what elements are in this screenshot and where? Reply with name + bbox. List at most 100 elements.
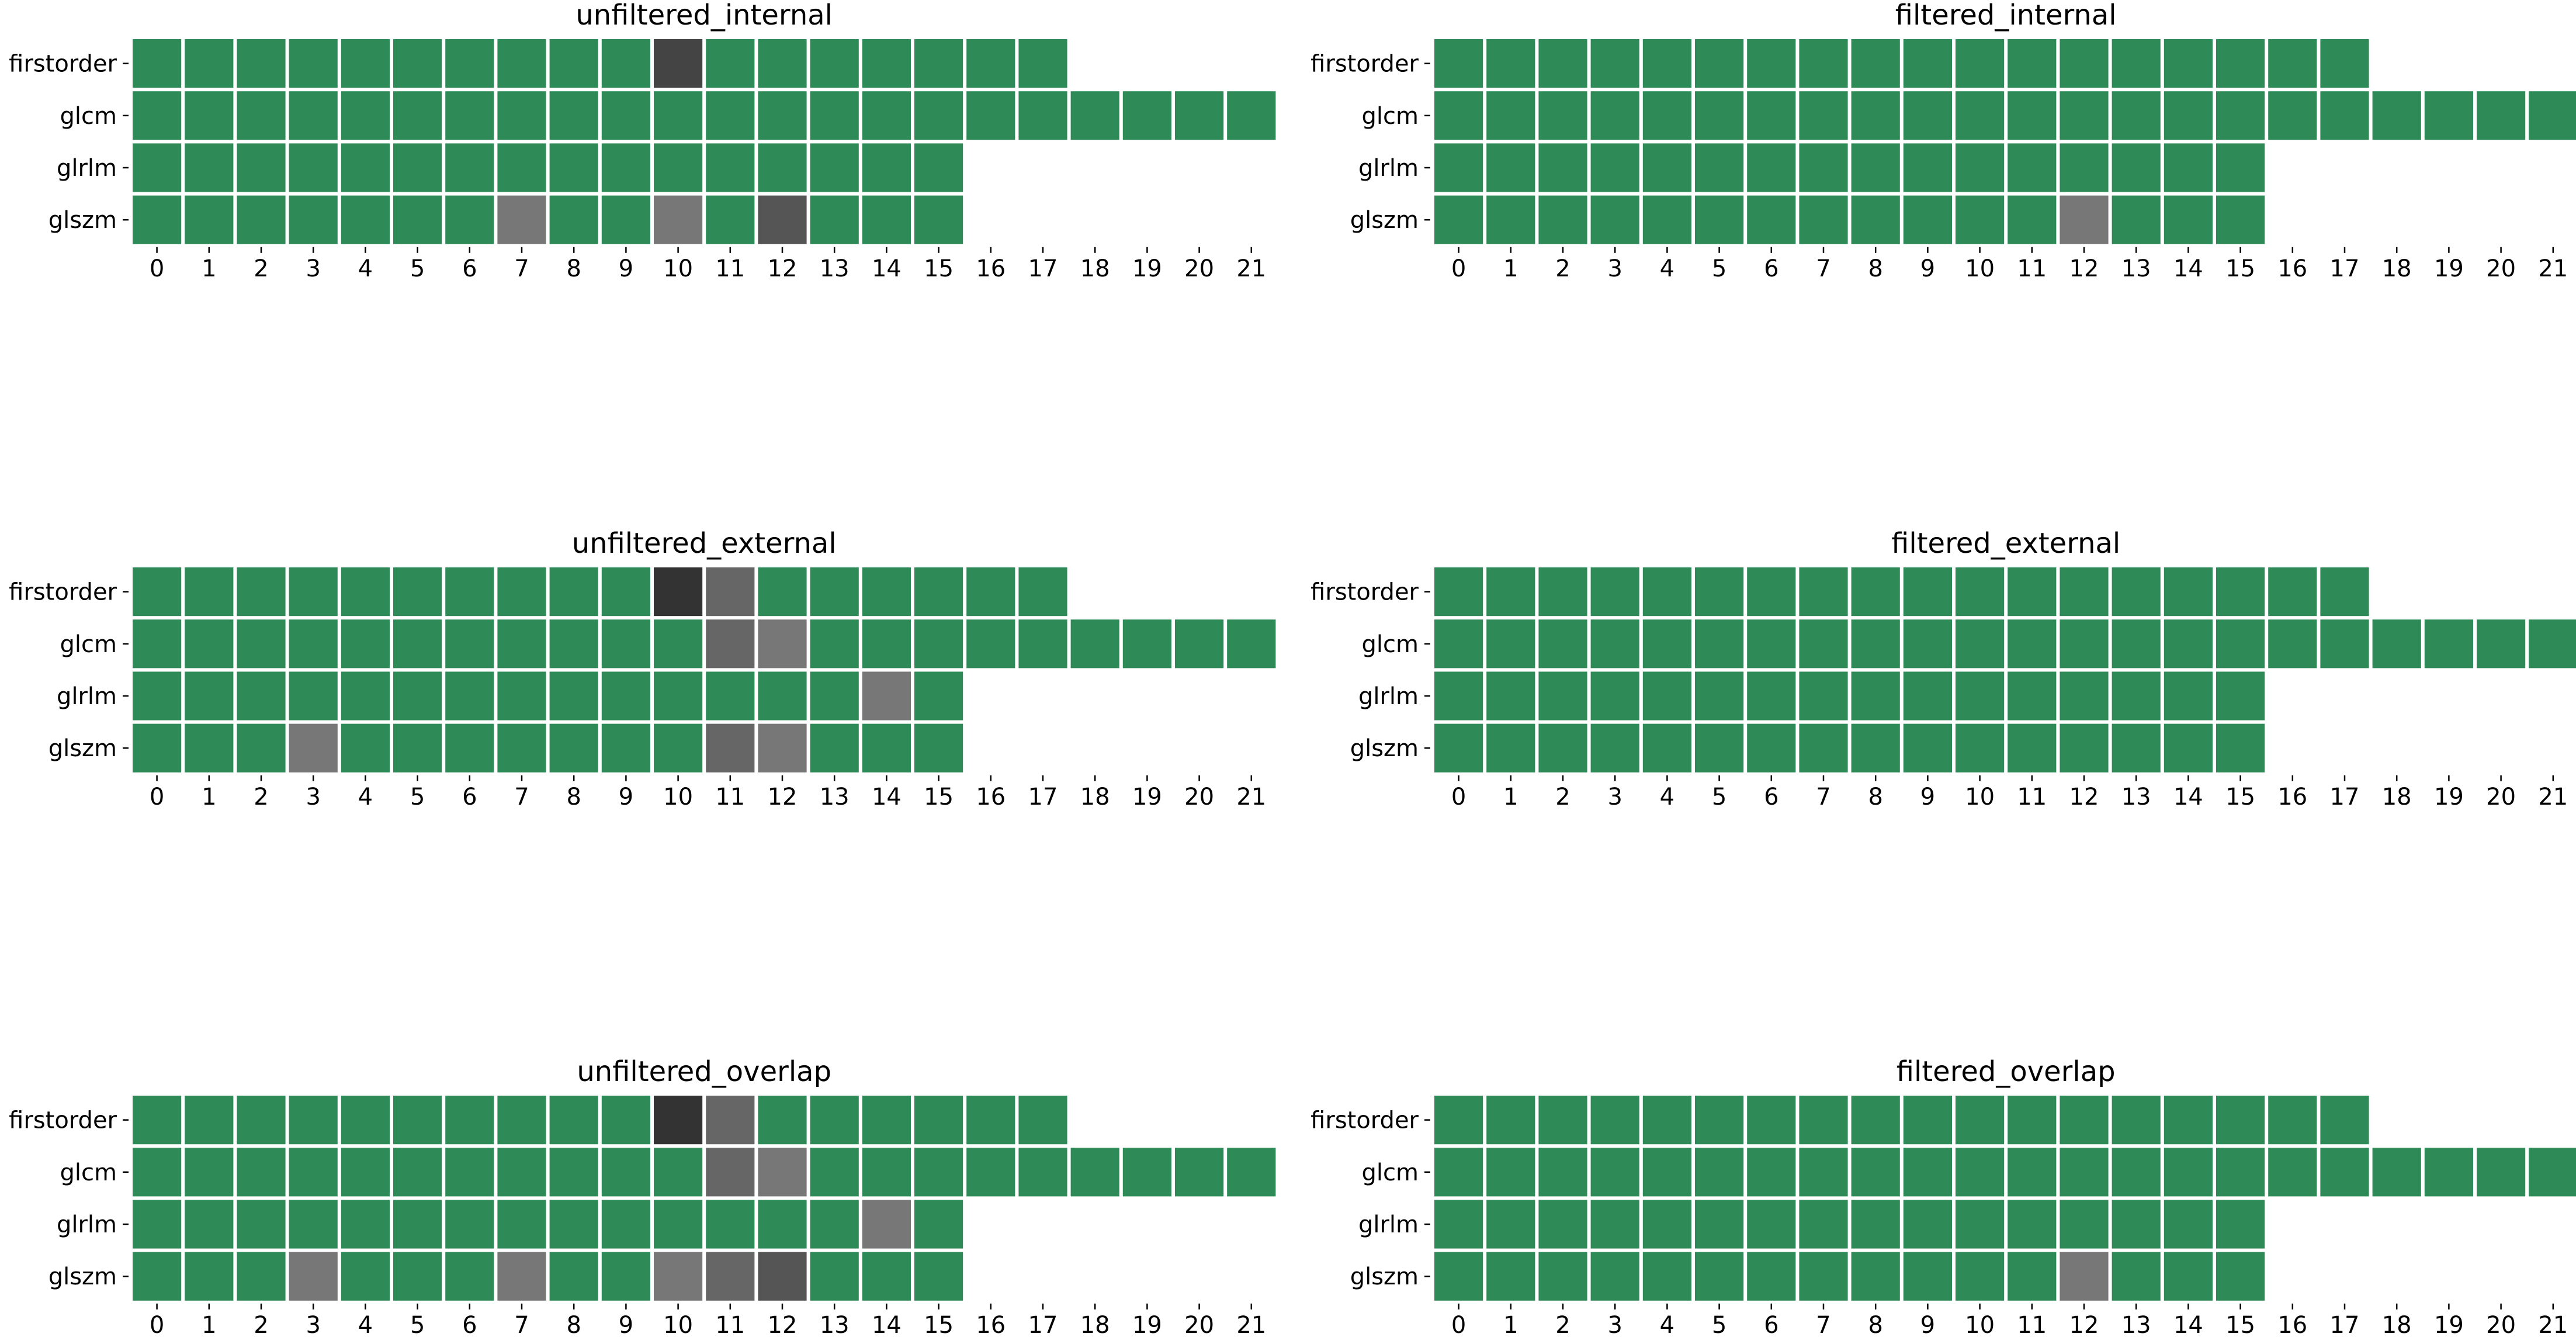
x-tick-label-5: 5 <box>410 1312 425 1339</box>
cell-glszm-11 <box>706 723 755 773</box>
cell-glszm-6 <box>1747 195 1796 244</box>
x-tick-label-15: 15 <box>924 784 954 810</box>
cell-glszm-0 <box>1434 1252 1483 1301</box>
cell-glcm-15 <box>914 91 963 140</box>
cell-glszm-6 <box>1747 1252 1796 1301</box>
cell-glrlm-6 <box>1747 1200 1796 1249</box>
x-tick-label-1: 1 <box>202 1312 216 1339</box>
cell-glszm-1 <box>185 1252 234 1301</box>
x-tick-label-6: 6 <box>1764 255 1778 282</box>
cell-glrlm-9 <box>601 671 650 721</box>
cell-glszm-7 <box>1799 723 1848 773</box>
cell-glcm-13 <box>810 1148 859 1197</box>
cell-glcm-1 <box>1486 1148 1535 1197</box>
cell-glcm-5 <box>1695 1148 1744 1197</box>
cell-firstorder-7 <box>1799 1096 1848 1145</box>
cell-glrlm-0 <box>1434 671 1483 721</box>
panel-filtered-external: filtered_external firstorder glcm glrlm glsz… <box>1310 527 2576 810</box>
cell-firstorder-16 <box>966 567 1015 616</box>
cell-glcm-3 <box>289 1148 338 1197</box>
cell-glrlm-11 <box>706 671 755 721</box>
cell-glszm-7 <box>497 195 546 244</box>
cell-firstorder-13 <box>810 567 859 616</box>
cell-glcm-7 <box>1799 91 1848 140</box>
cell-glszm-12 <box>758 1252 807 1301</box>
cell-glrlm-6 <box>445 143 494 192</box>
cell-glszm-15 <box>2216 195 2265 244</box>
x-tick-label-0: 0 <box>1451 255 1466 282</box>
x-tick-label-7: 7 <box>514 784 529 810</box>
cell-glrlm-9 <box>601 1200 650 1249</box>
cell-firstorder-12 <box>2060 567 2109 616</box>
cell-glcm-20 <box>1175 1148 1224 1197</box>
cell-firstorder-8 <box>1851 567 1900 616</box>
cell-firstorder-1 <box>1486 567 1535 616</box>
cell-glrlm-12 <box>2060 1200 2109 1249</box>
cell-firstorder-10 <box>1956 567 2005 616</box>
cell-firstorder-5 <box>393 39 442 88</box>
x-tick-label-13: 13 <box>2121 255 2151 282</box>
x-tick-label-0: 0 <box>150 784 164 810</box>
cell-firstorder-16 <box>2268 39 2317 88</box>
cell-glrlm-2 <box>237 1200 286 1249</box>
cell-glszm-4 <box>1642 1252 1691 1301</box>
cell-firstorder-5 <box>1695 567 1744 616</box>
cell-glcm-0 <box>1434 1148 1483 1197</box>
cell-glcm-3 <box>1590 619 1639 668</box>
cell-glszm-13 <box>810 195 859 244</box>
cell-firstorder-11 <box>706 39 755 88</box>
cell-glrlm-12 <box>758 1200 807 1249</box>
cell-glrlm-3 <box>1590 1200 1639 1249</box>
cell-glrlm-15 <box>914 671 963 721</box>
cell-firstorder-16 <box>2268 567 2317 616</box>
cell-glcm-21 <box>2529 91 2576 140</box>
cell-glszm-14 <box>862 723 911 773</box>
cell-glcm-1 <box>185 619 234 668</box>
cell-glcm-15 <box>914 1148 963 1197</box>
cell-glcm-10 <box>1956 619 2005 668</box>
cell-glrlm-11 <box>2008 1200 2057 1249</box>
cell-glrlm-12 <box>2060 143 2109 192</box>
cell-firstorder-16 <box>966 1096 1015 1145</box>
y-tick-label-glcm: glcm <box>60 1159 117 1186</box>
cell-glcm-4 <box>341 1148 390 1197</box>
cell-firstorder-4 <box>1642 39 1691 88</box>
x-tick-label-8: 8 <box>1868 255 1882 282</box>
cell-firstorder-0 <box>133 39 182 88</box>
cell-glszm-8 <box>549 1252 598 1301</box>
y-tick-label-glrlm: glrlm <box>57 1211 117 1238</box>
x-tick-label-16: 16 <box>2277 1312 2307 1339</box>
cell-glszm-7 <box>497 723 546 773</box>
cell-glrlm-13 <box>2112 671 2161 721</box>
cell-glcm-12 <box>758 91 807 140</box>
cell-firstorder-7 <box>497 1096 546 1145</box>
cell-glcm-4 <box>1642 619 1691 668</box>
x-tick-label-16: 16 <box>2277 784 2307 810</box>
x-tick-label-21: 21 <box>2538 255 2568 282</box>
cell-glcm-21 <box>2529 1148 2576 1197</box>
cell-firstorder-16 <box>966 39 1015 88</box>
cell-glcm-3 <box>289 91 338 140</box>
x-tick-label-4: 4 <box>1660 1312 1674 1339</box>
cell-glrlm-11 <box>2008 671 2057 721</box>
cell-glszm-6 <box>445 195 494 244</box>
cell-glszm-14 <box>862 1252 911 1301</box>
cell-firstorder-15 <box>914 1096 963 1145</box>
cell-glcm-13 <box>2112 1148 2161 1197</box>
y-tick-label-glszm: glszm <box>1350 207 1419 234</box>
cell-glszm-2 <box>237 1252 286 1301</box>
cell-glszm-5 <box>1695 723 1744 773</box>
cell-glrlm-7 <box>1799 1200 1848 1249</box>
cell-glcm-19 <box>2424 619 2473 668</box>
x-tick-label-20: 20 <box>2486 255 2516 282</box>
cell-glszm-9 <box>1903 1252 1952 1301</box>
cell-glrlm-12 <box>2060 671 2109 721</box>
cell-glrlm-0 <box>133 143 182 192</box>
cell-glcm-10 <box>1956 91 2005 140</box>
x-tick-label-5: 5 <box>1712 1312 1726 1339</box>
cell-glcm-18 <box>1070 619 1119 668</box>
cell-firstorder-12 <box>2060 39 2109 88</box>
cell-glrlm-4 <box>1642 143 1691 192</box>
x-tick-label-19: 19 <box>1132 1312 1162 1339</box>
x-tick-label-10: 10 <box>1965 255 1995 282</box>
